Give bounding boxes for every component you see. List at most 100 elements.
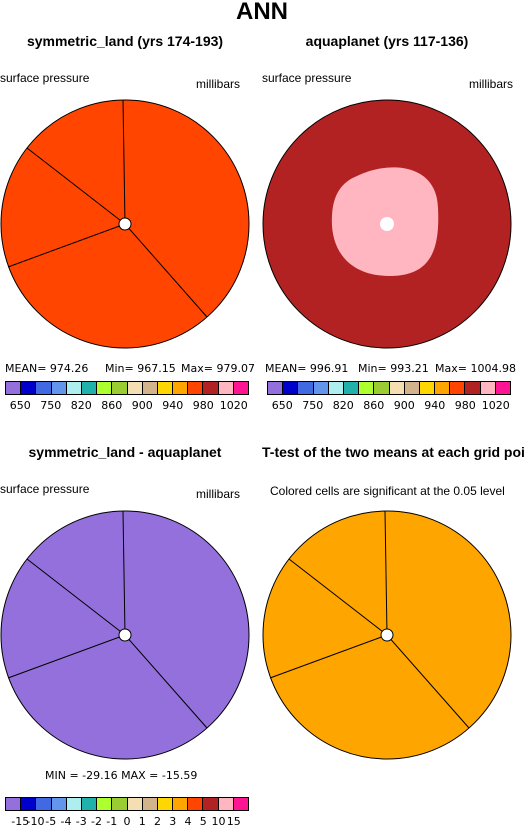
colorbar-tick-label: 3: [169, 815, 177, 828]
panel-1-boundary-line: [122, 99, 126, 225]
colorbar-swatch: [66, 798, 82, 810]
colorbar-tick-label: 980: [454, 399, 476, 412]
panel-2-polar-map: [262, 99, 512, 349]
colorbar-swatch: [374, 382, 390, 394]
colorbar-swatch: [218, 382, 234, 394]
colorbar-swatch: [66, 382, 82, 394]
panel-3-polar-map: [0, 510, 250, 760]
panel-3-boundary-line: [26, 558, 126, 636]
colorbar-swatch: [81, 382, 98, 394]
colorbar-swatch: [51, 798, 67, 810]
colorbar-tick-label: 940: [162, 399, 184, 412]
colorbar-swatch: [218, 798, 234, 810]
panel-4-boundary-line: [384, 510, 388, 636]
colorbar-swatch: [480, 382, 496, 394]
colorbar-swatch: [188, 798, 204, 810]
colorbar-swatch: [283, 382, 299, 394]
panel-3-colorbar: [5, 797, 249, 811]
colorbar-swatch: [465, 382, 481, 394]
colorbar-tick-label: -4: [60, 815, 72, 828]
colorbar-tick-label: 980: [192, 399, 214, 412]
panel-4-boundary-line: [386, 634, 470, 729]
panel-4-boundary-line: [269, 634, 388, 679]
colorbar-swatch: [203, 798, 219, 810]
panel-1-polar-map: [0, 99, 250, 349]
panel-2-title: aquaplanet (yrs 117-136): [305, 33, 469, 49]
colorbar-tick-label: -2: [91, 815, 102, 828]
colorbar-swatch: [404, 382, 420, 394]
colorbar-tick-label: 750: [40, 399, 62, 412]
panel-3-min-max: MIN = -29.16 MAX = -15.59: [45, 769, 198, 782]
colorbar-tick-label: 15: [226, 815, 241, 828]
panel-1-boundary-line: [26, 147, 126, 225]
panel-3-variable-label: surface pressure: [0, 482, 90, 496]
figure-title: ANN: [236, 0, 288, 25]
colorbar-swatch: [127, 798, 143, 810]
panel-2-colorbar: [267, 381, 511, 395]
colorbar-swatch: [268, 382, 284, 394]
colorbar-swatch: [233, 798, 248, 810]
colorbar-tick-label: 860: [101, 399, 123, 412]
colorbar-swatch: [51, 382, 67, 394]
colorbar-swatch: [173, 382, 189, 394]
colorbar-swatch: [435, 382, 451, 394]
colorbar-tick-label: 0: [123, 815, 131, 828]
colorbar-swatch: [173, 798, 189, 810]
colorbar-swatch: [157, 798, 174, 810]
colorbar-swatch: [21, 798, 37, 810]
panel-1-boundary-line: [7, 223, 126, 268]
panel-1-colorbar: [5, 381, 249, 395]
panel-4-significance-note: Colored cells are significant at the 0.0…: [270, 484, 505, 498]
colorbar-tick-label: -1: [106, 815, 118, 828]
panel-3-title: symmetric_land - aquaplanet: [28, 444, 222, 460]
panel-3-boundary-line: [124, 634, 208, 729]
colorbar-tick-label: 750: [302, 399, 324, 412]
panel-4-title: T-test of the two means at each grid poi…: [262, 444, 524, 460]
panel-4-pole-marker: [380, 628, 394, 642]
colorbar-swatch: [313, 382, 329, 394]
colorbar-tick-label: 900: [131, 399, 153, 412]
colorbar-tick-label: 1020: [481, 399, 510, 412]
colorbar-swatch: [6, 382, 22, 394]
colorbar-swatch: [450, 382, 466, 394]
panel-2-mean: MEAN= 996.91: [265, 362, 349, 375]
colorbar-tick-label: 940: [424, 399, 446, 412]
colorbar-tick-label: 900: [393, 399, 415, 412]
panel-1-boundary-line: [124, 223, 208, 318]
colorbar-tick-label: 860: [363, 399, 385, 412]
colorbar-swatch: [127, 382, 143, 394]
panel-2-units-label: millibars: [469, 77, 514, 91]
colorbar-swatch: [97, 382, 113, 394]
panel-2-variable-label: surface pressure: [262, 71, 352, 85]
panel-2-min: Min= 993.21: [358, 362, 429, 375]
colorbar-swatch: [203, 382, 219, 394]
colorbar-swatch: [157, 382, 174, 394]
colorbar-tick-label: 1: [138, 815, 146, 828]
colorbar-tick-label: 650: [271, 399, 293, 412]
panel-1-min: Min= 967.15: [105, 362, 176, 375]
colorbar-tick-label: 1020: [219, 399, 248, 412]
panel-2-pole-marker: [380, 217, 394, 231]
colorbar-swatch: [495, 382, 510, 394]
colorbar-tick-label: 2: [154, 815, 161, 828]
panel-1-units-label: millibars: [196, 77, 241, 91]
colorbar-tick-label: -3: [75, 815, 87, 828]
colorbar-tick-label: 820: [70, 399, 92, 412]
colorbar-swatch: [112, 798, 128, 810]
colorbar-tick-label: 4: [184, 815, 192, 828]
colorbar-swatch: [97, 798, 113, 810]
panel-1-max: Max= 979.07: [181, 362, 255, 375]
panel-1-title: symmetric_land (yrs 174-193): [26, 33, 224, 49]
colorbar-swatch: [419, 382, 436, 394]
colorbar-swatch: [81, 798, 98, 810]
colorbar-swatch: [233, 382, 248, 394]
colorbar-tick-label: -5: [45, 815, 57, 828]
colorbar-swatch: [142, 798, 158, 810]
panel-1-mean: MEAN= 974.26: [5, 362, 89, 375]
panel-2-max: Max= 1004.98: [435, 362, 516, 375]
panel-3-boundary-line: [7, 634, 126, 679]
panel-4-polar-map: [262, 510, 512, 760]
colorbar-swatch: [36, 798, 52, 810]
colorbar-swatch: [112, 382, 128, 394]
colorbar-tick-label: 5: [199, 815, 207, 828]
